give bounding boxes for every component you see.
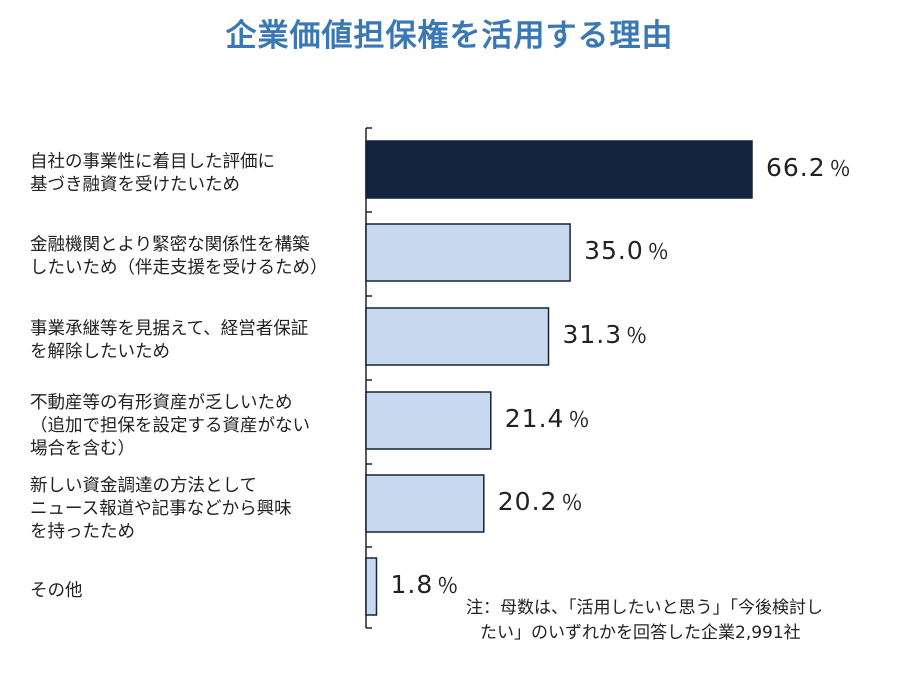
footnote-line-1: 注：母数は、「活用したいと思う」「今後検討し <box>466 598 823 618</box>
value-unit: ％ <box>626 323 649 348</box>
value-unit: ％ <box>568 407 591 432</box>
bar <box>365 140 753 199</box>
value-unit: ％ <box>437 573 460 598</box>
category-label: 新しい資金調達の方法として ニュース報道や記事などから興味 を持ったため <box>30 475 292 542</box>
category-label: 不動産等の有形資産が乏しいため （追加で担保を設定する資産がない 場合を含む） <box>30 392 310 459</box>
footnote-line-2: たい」のいずれかを回答した企業2,991社 <box>480 623 801 643</box>
bar <box>365 391 492 450</box>
value-unit: ％ <box>561 490 584 515</box>
bar <box>365 223 571 282</box>
category-label: 自社の事業性に着目した評価に 基づき融資を受けたいため <box>30 152 275 195</box>
value-unit: ％ <box>647 239 670 264</box>
value-label: 31.3 ％ <box>563 320 649 350</box>
value-number: 21.4 <box>504 403 565 433</box>
bar <box>365 474 485 533</box>
value-label: 20.2 ％ <box>498 487 584 517</box>
value-label: 21.4 ％ <box>505 404 591 434</box>
value-unit: ％ <box>829 156 852 181</box>
category-label: その他 <box>30 580 83 601</box>
value-number: 31.3 <box>562 319 623 349</box>
category-label: 金融機関とより緊密な関係性を構築 したいため（伴走支援を受けるため） <box>30 235 328 278</box>
bar <box>365 307 550 366</box>
value-number: 66.2 <box>766 152 826 182</box>
value-label: 66.2 ％ <box>766 153 852 183</box>
chart-title: 企業価値担保権を活用する理由 <box>225 18 674 54</box>
value-number: 1.8 <box>390 569 434 599</box>
value-label: 35.0 ％ <box>584 236 670 266</box>
footnote: 注：母数は、「活用したいと思う」「今後検討し たい」のいずれかを回答した企業2,… <box>466 596 886 646</box>
value-label: 1.8 ％ <box>390 570 459 600</box>
bar <box>365 557 378 616</box>
value-number: 35.0 <box>584 235 644 265</box>
category-label: 事業承継等を見据えて、経営者保証 を解除したいため <box>30 319 309 362</box>
value-number: 20.2 <box>497 486 558 516</box>
